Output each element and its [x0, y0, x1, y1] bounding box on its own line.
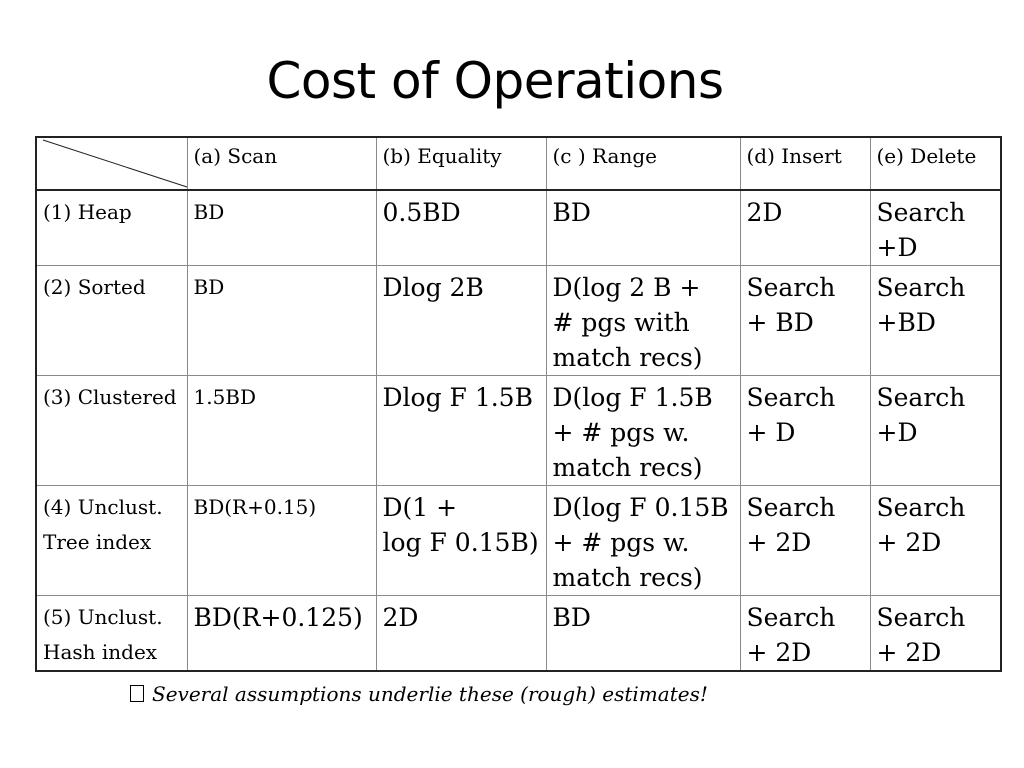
range-line: match recs) — [552, 453, 703, 482]
range-line: D(log 2 B + — [552, 273, 701, 302]
equality-line: log F 0.15B) — [382, 528, 539, 557]
slide-title: Cost of Operations — [266, 52, 724, 110]
insert-line: Search — [746, 493, 836, 522]
row-label: (4) Unclust. Tree index — [35, 485, 188, 596]
equality-line: 0.5BD — [382, 198, 461, 227]
delete-line: +BD — [876, 308, 936, 337]
insert-cell: Search + BD — [739, 265, 871, 376]
range-line: match recs) — [552, 343, 703, 372]
scan-cell: BD — [186, 265, 377, 376]
insert-line: + D — [746, 418, 796, 447]
row-label: (1) Heap — [35, 189, 188, 266]
header-insert: (d) Insert — [739, 136, 871, 191]
header-row: (a) Scan (b) Equality (c ) Range (d) Ins… — [35, 136, 1002, 191]
delete-line: +D — [876, 233, 918, 262]
row-label: (3) Clustered — [35, 375, 188, 486]
insert-line: 2D — [746, 198, 783, 227]
table-row: (4) Unclust. Tree index BD(R+0.15) D(1 +… — [35, 485, 1002, 596]
scan-cell: BD(R+0.125) — [186, 595, 377, 672]
range-line: BD — [552, 198, 591, 227]
equality-line: Dlog F 1.5B — [382, 383, 533, 412]
table-row: (5) Unclust. Hash index BD(R+0.125) 2D B… — [35, 595, 1002, 672]
range-cell: BD — [545, 595, 741, 672]
range-line: BD — [552, 603, 591, 632]
equality-cell: D(1 + log F 0.15B) — [375, 485, 547, 596]
header-delete: (e) Delete — [869, 136, 1002, 191]
row-label: (5) Unclust. Hash index — [35, 595, 188, 672]
corner-cell — [35, 136, 188, 191]
equality-cell: Dlog F 1.5B — [375, 375, 547, 486]
equality-cell: Dlog 2B — [375, 265, 547, 376]
insert-line: Search — [746, 273, 836, 302]
scan-cell: 1.5BD — [186, 375, 377, 486]
insert-line: + 2D — [746, 638, 812, 667]
cost-table: (a) Scan (b) Equality (c ) Range (d) Ins… — [35, 136, 1002, 672]
delete-line: Search — [876, 273, 966, 302]
delete-line: Search — [876, 383, 966, 412]
equality-cell: 0.5BD — [375, 189, 547, 266]
equality-line: D(1 + — [382, 493, 458, 522]
diagonal-line-icon — [42, 139, 188, 188]
table-row: (3) Clustered 1.5BD Dlog F 1.5B D(log F … — [35, 375, 1002, 486]
equality-line: Dlog 2B — [382, 273, 484, 302]
delete-cell: Search + 2D — [869, 485, 1002, 596]
insert-line: Search — [746, 383, 836, 412]
insert-cell: Search + D — [739, 375, 871, 486]
equality-line: 2D — [382, 603, 419, 632]
insert-cell: Search + 2D — [739, 485, 871, 596]
delete-line: Search — [876, 603, 966, 632]
range-line: D(log F 1.5B — [552, 383, 713, 412]
range-cell: D(log F 1.5B + # pgs w. match recs) — [545, 375, 741, 486]
equality-cell: 2D — [375, 595, 547, 672]
delete-line: + 2D — [876, 638, 942, 667]
range-line: # pgs with — [552, 308, 690, 337]
range-line: + # pgs w. — [552, 418, 690, 447]
delete-line: Search — [876, 198, 966, 227]
scan-cell: BD(R+0.15) — [186, 485, 377, 596]
header-scan: (a) Scan — [186, 136, 377, 191]
delete-line: Search — [876, 493, 966, 522]
delete-cell: Search + 2D — [869, 595, 1002, 672]
insert-cell: 2D — [739, 189, 871, 266]
row-label: (2) Sorted — [35, 265, 188, 376]
footnote-text: Several assumptions underlie these (roug… — [152, 682, 708, 706]
delete-cell: Search +D — [869, 189, 1002, 266]
header-range: (c ) Range — [545, 136, 741, 191]
range-cell: BD — [545, 189, 741, 266]
delete-cell: Search +BD — [869, 265, 1002, 376]
insert-line: Search — [746, 603, 836, 632]
insert-line: + BD — [746, 308, 814, 337]
range-line: + # pgs w. — [552, 528, 690, 557]
bullet-box-icon — [130, 685, 144, 702]
table-row: (2) Sorted BD Dlog 2B D(log 2 B + # pgs w… — [35, 265, 1002, 376]
insert-cell: Search + 2D — [739, 595, 871, 672]
insert-line: + 2D — [746, 528, 812, 557]
delete-cell: Search +D — [869, 375, 1002, 486]
delete-line: +D — [876, 418, 918, 447]
table-row: (1) Heap BD 0.5BD BD 2D Search +D — [35, 189, 1002, 266]
range-cell: D(log F 0.15B + # pgs w. match recs) — [545, 485, 741, 596]
header-equality: (b) Equality — [375, 136, 547, 191]
range-line: D(log F 0.15B — [552, 493, 729, 522]
range-cell: D(log 2 B + # pgs with match recs) — [545, 265, 741, 376]
footnote: Several assumptions underlie these (roug… — [130, 682, 708, 706]
delete-line: + 2D — [876, 528, 942, 557]
scan-cell: BD — [186, 189, 377, 266]
range-line: match recs) — [552, 563, 703, 592]
